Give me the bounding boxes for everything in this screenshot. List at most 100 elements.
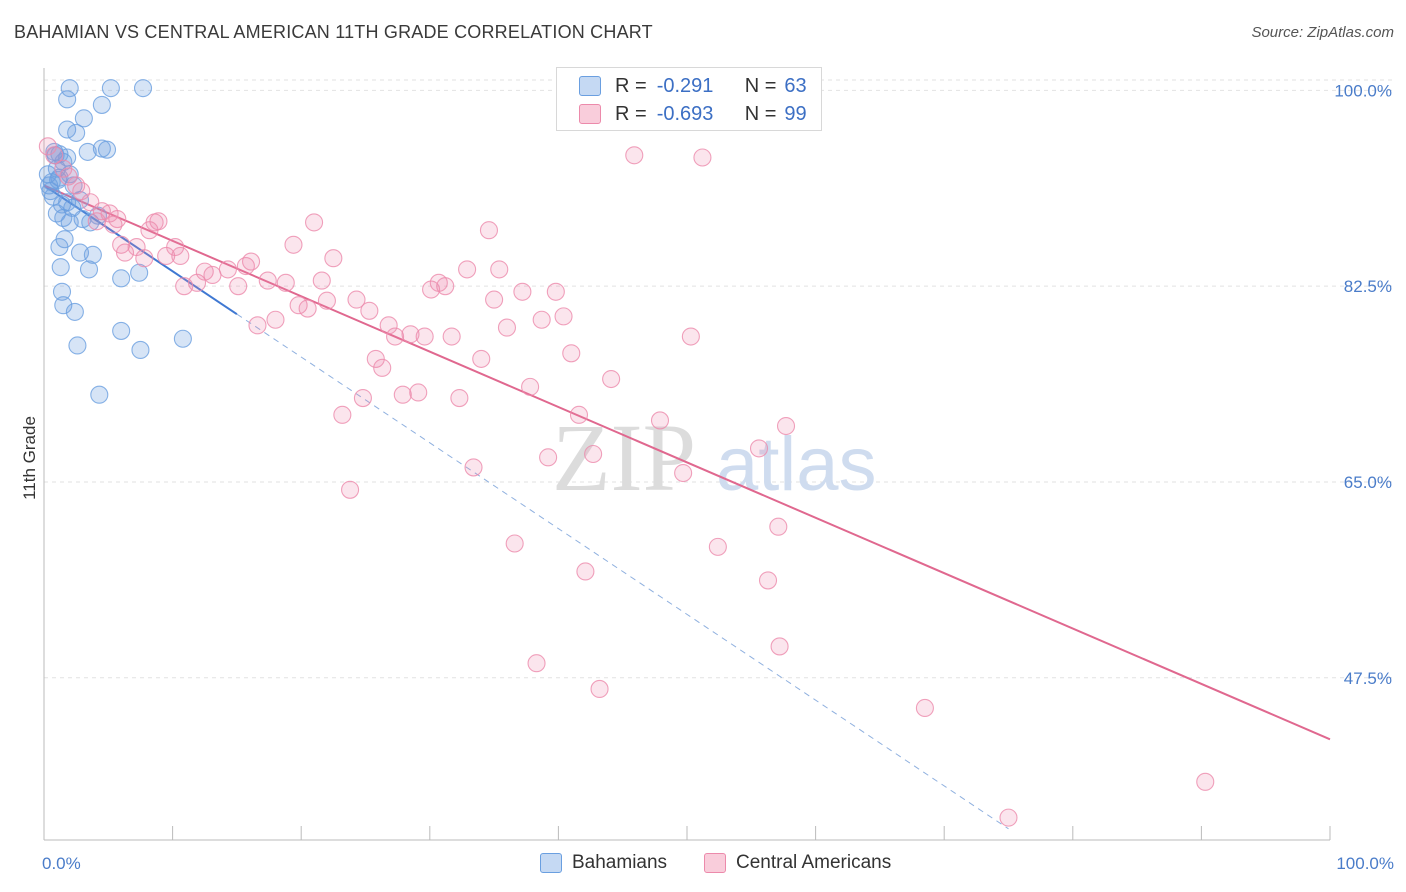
bahamian-trend-extension [236, 313, 1009, 830]
bahamian-trend-line [43, 184, 238, 315]
central-american-point [485, 290, 504, 309]
central-american-point [104, 215, 123, 234]
central-american-point [546, 282, 565, 301]
central-american-point [276, 273, 295, 292]
central-american-point [539, 448, 558, 467]
central-american-point [229, 277, 248, 296]
central-american-point [353, 389, 372, 408]
bahamian-point [40, 176, 59, 195]
central-american-point [681, 327, 700, 346]
bahamian-point [130, 263, 149, 282]
central-american-point [576, 562, 595, 581]
central-american-point [569, 405, 589, 424]
bahamian-point [81, 213, 100, 232]
central-american-point [386, 327, 405, 346]
central-american-point [584, 444, 603, 464]
bahamian-point [101, 79, 120, 98]
bottom-legend-central-americans: Central Americans [704, 852, 891, 874]
legend-r-value: -0.693 [656, 102, 714, 125]
tick-labels: 47.5% 65.0% 82.5% 100.0% 0.0% 100.0% [42, 81, 1394, 873]
legend-row-bahamians: R = -0.291 N = 63 [579, 73, 807, 99]
legend-swatch-blue [579, 76, 601, 96]
central-american-point [87, 212, 106, 231]
central-american-point [1196, 772, 1215, 791]
legend-swatch-pink [579, 104, 601, 124]
central-american-point [45, 146, 64, 165]
bahamian-point [90, 385, 109, 404]
central-american-point [769, 517, 788, 536]
central-american-point [298, 299, 317, 318]
bahamian-point [79, 260, 99, 279]
central-american-point [776, 416, 796, 436]
central-american-point [38, 137, 57, 156]
grid-lines [44, 79, 1394, 679]
central-american-point [749, 439, 769, 458]
y-tick-label: 65.0% [1344, 473, 1392, 492]
central-american-point [758, 571, 778, 590]
bahamian-point [68, 336, 87, 355]
central-american-trend-line [43, 184, 1331, 741]
bahamian-point [67, 123, 86, 142]
central-american-point [464, 458, 483, 477]
central-american-point [341, 480, 360, 499]
bahamian-point [112, 269, 131, 288]
bottom-legend-label: Bahamians [572, 852, 668, 873]
x-tick-label: 100.0% [1336, 854, 1394, 873]
chart-source: Source: ZipAtlas.com [1251, 24, 1394, 41]
central-american-point [347, 290, 366, 309]
central-american-point [458, 260, 477, 279]
central-american-point [590, 679, 609, 699]
legend-n-value: 99 [784, 102, 807, 125]
central-american-point [115, 243, 135, 262]
central-american-point [415, 327, 434, 346]
central-american-point [562, 344, 581, 363]
bahamian-point [173, 329, 192, 348]
y-axis-label: 11th Grade [20, 416, 39, 500]
central-american-point [532, 310, 551, 329]
central-american-point [135, 249, 154, 268]
central-american-point [393, 385, 412, 404]
central-american-point [513, 282, 532, 301]
central-american-point [693, 148, 712, 167]
legend-r-label: R = [615, 102, 647, 125]
central-american-point [166, 237, 185, 257]
bottom-legend-swatch-pink [704, 853, 726, 873]
data-points [38, 79, 1215, 827]
central-american-point [422, 280, 441, 299]
central-american-point [312, 271, 331, 290]
y-tick-label: 82.5% [1344, 277, 1392, 296]
watermark-zip: ZIP [552, 404, 696, 511]
bottom-legend-label: Central Americans [736, 852, 892, 873]
y-tick-label: 100.0% [1334, 81, 1392, 100]
bahamian-point [51, 258, 70, 277]
central-american-point [149, 212, 168, 231]
central-american-point [67, 176, 86, 195]
central-american-point [248, 316, 267, 335]
central-american-point [305, 213, 324, 232]
central-american-point [674, 463, 693, 483]
watermark-atlas: atlas [716, 422, 877, 507]
central-american-point [284, 235, 303, 254]
bahamian-point [74, 109, 93, 128]
central-american-point [490, 260, 509, 279]
legend-row-central-americans: R = -0.693 N = 99 [579, 101, 807, 127]
central-american-point [602, 369, 621, 389]
central-american-point [442, 327, 461, 346]
legend-n-value: 63 [784, 74, 807, 97]
bahamian-point [60, 79, 79, 98]
central-american-point [650, 411, 670, 430]
central-american-point [999, 808, 1018, 827]
bahamian-point [92, 95, 111, 114]
central-american-point [401, 325, 420, 344]
central-american-point [527, 654, 546, 673]
chart-title: BAHAMIAN VS CENTRAL AMERICAN 11TH GRADE … [14, 22, 653, 42]
legend: R = -0.291 N = 63 R = -0.693 N = 99 [556, 67, 822, 131]
legend-r-label: R = [615, 74, 647, 97]
central-american-point [258, 271, 277, 290]
central-american-point [472, 349, 491, 368]
central-american-point [317, 291, 336, 310]
bahamian-point [133, 79, 153, 98]
y-tick-label: 47.5% [1344, 669, 1392, 688]
central-american-point [203, 265, 222, 285]
